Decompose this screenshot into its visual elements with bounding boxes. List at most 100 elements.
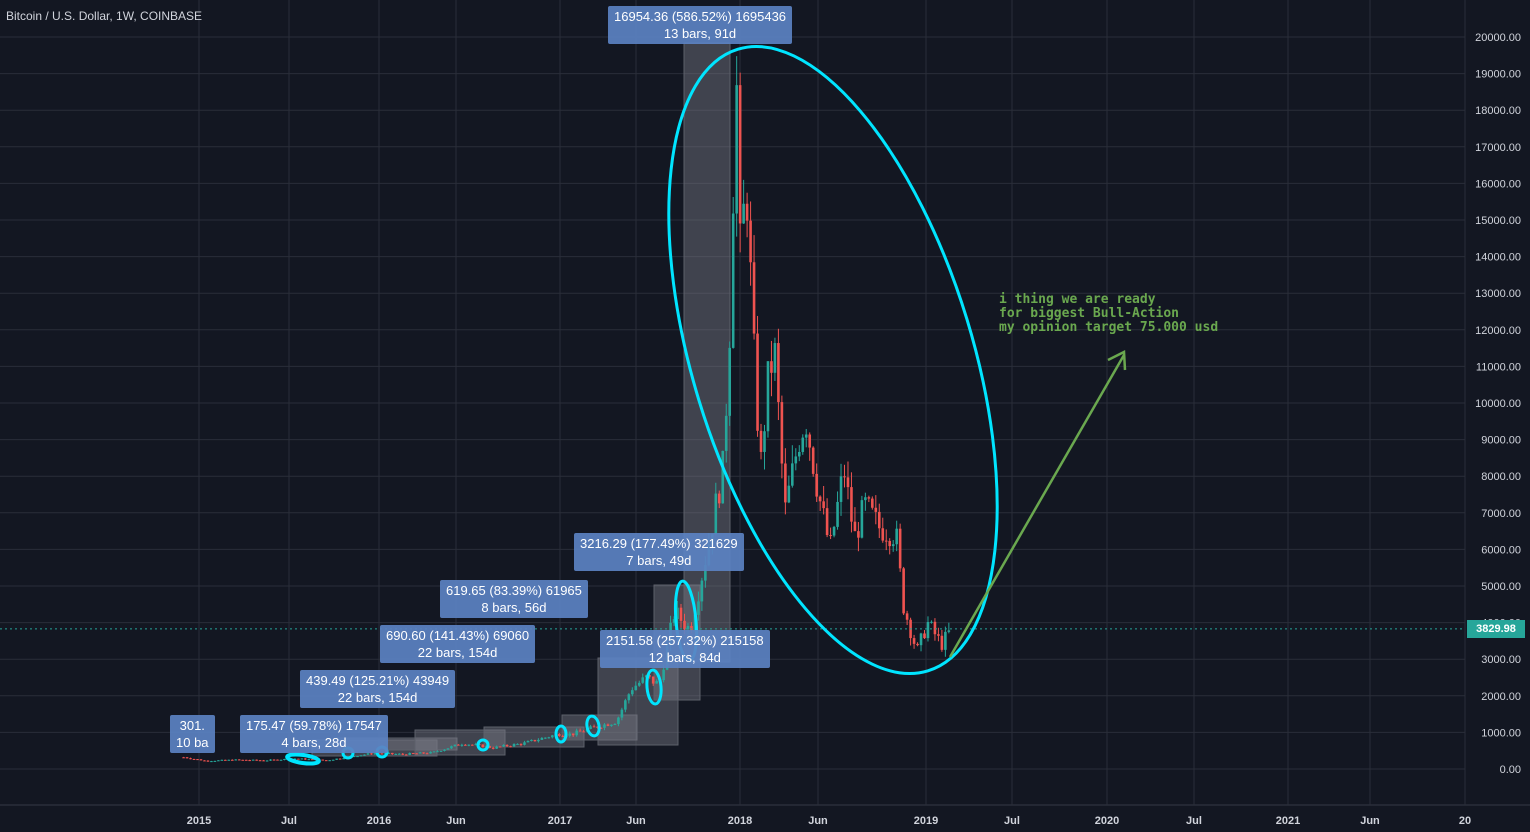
candle-body xyxy=(738,85,742,224)
candle-body xyxy=(700,580,704,602)
candle-body xyxy=(460,744,464,746)
measurement-text: 22 bars, 154d xyxy=(417,645,498,660)
candle-body xyxy=(801,437,805,452)
annotation-text[interactable]: i thing we are ready for biggest Bull-Ac… xyxy=(999,293,1218,335)
candle-body xyxy=(540,738,544,740)
candle-body xyxy=(526,741,530,743)
x-tick-label: 2020 xyxy=(1095,815,1119,827)
candle-body xyxy=(944,631,947,650)
y-tick-label: 16000.00 xyxy=(1475,178,1521,190)
candle-body xyxy=(881,528,885,541)
measurement-label[interactable]: 619.65 (83.39%) 61965 8 bars, 56d xyxy=(440,580,588,618)
x-tick-label: 2017 xyxy=(548,815,572,827)
candle-body xyxy=(763,431,766,452)
x-tick-label: Jul xyxy=(1004,815,1020,827)
candle-body xyxy=(930,621,933,623)
candle-body xyxy=(557,734,561,736)
candle-body xyxy=(203,760,206,762)
measurement-text: 690.60 (141.43%) 69060 xyxy=(386,628,530,643)
x-tick-label: Jul xyxy=(1186,815,1202,827)
candle-body xyxy=(230,759,234,761)
x-tick-label: Jun xyxy=(626,815,646,827)
candle-body xyxy=(589,726,592,729)
measurement-label[interactable]: 175.47 (59.78%) 17547 4 bars, 28d xyxy=(240,715,388,753)
measurement-label[interactable]: 2151.58 (257.32%) 215158 12 bars, 84d xyxy=(600,630,770,668)
candle-body xyxy=(366,753,370,755)
candle-body xyxy=(745,203,749,221)
measurement-label[interactable]: 690.60 (141.43%) 69060 22 bars, 154d xyxy=(380,625,536,663)
y-tick-label: 19000.00 xyxy=(1475,69,1521,81)
candle-body xyxy=(474,744,478,746)
candle-body xyxy=(199,759,203,761)
candle-body xyxy=(895,528,898,545)
candle-body xyxy=(679,607,683,621)
candle-body xyxy=(446,748,450,750)
candle-body xyxy=(324,760,328,762)
measurement-label[interactable]: 439.49 (125.21%) 43949 22 bars, 154d xyxy=(300,670,456,708)
candle-body xyxy=(634,685,638,691)
candle-body xyxy=(773,343,777,373)
candle-body xyxy=(356,756,359,758)
candle-body xyxy=(905,613,909,620)
candle-body xyxy=(425,753,429,755)
candle-body xyxy=(544,737,547,739)
candle-body xyxy=(655,681,658,684)
candle-body xyxy=(867,497,871,499)
candle-body xyxy=(439,750,443,752)
candle-body xyxy=(791,463,794,486)
candle-body xyxy=(749,220,752,263)
candle-body xyxy=(648,675,652,677)
candle-body xyxy=(436,751,439,753)
candle-body xyxy=(537,739,540,742)
x-tick-label: 2021 xyxy=(1276,815,1300,827)
candle-body xyxy=(342,758,345,760)
measurement-label[interactable]: 3216.29 (177.49%) 321629 7 bars, 49d xyxy=(574,533,744,571)
candle-body xyxy=(717,493,721,504)
measure-range xyxy=(414,729,506,756)
candle-body xyxy=(387,752,391,754)
candle-body xyxy=(300,758,304,760)
highlight-ellipse xyxy=(554,724,568,744)
candle-body xyxy=(352,756,356,758)
candle-body xyxy=(815,473,818,497)
measurement-label[interactable]: 301. 10 ba xyxy=(170,715,215,753)
candle-body xyxy=(394,753,398,755)
candle-body xyxy=(307,759,311,761)
candle-body xyxy=(794,456,798,464)
candle-body xyxy=(533,739,537,742)
candle-body xyxy=(568,733,572,736)
candle-body xyxy=(331,759,335,761)
candle-body xyxy=(505,745,509,747)
y-tick-label: 1000.00 xyxy=(1481,727,1521,739)
candle-body xyxy=(770,361,773,373)
candle-body xyxy=(255,759,258,761)
symbol-title: Bitcoin / U.S. Dollar, 1W, COINBASE xyxy=(6,9,203,23)
candle-body xyxy=(217,760,220,762)
last-price-tag: 3829.98 xyxy=(1467,620,1525,638)
candle-body xyxy=(422,752,425,754)
candle-body xyxy=(672,619,676,623)
candle-body xyxy=(686,626,690,630)
measurement-text: 10 ba xyxy=(176,735,209,750)
candle-body xyxy=(853,521,857,532)
candle-body xyxy=(697,601,700,615)
candle-body xyxy=(547,737,551,739)
candle-body xyxy=(404,754,408,756)
y-tick-label: 10000.00 xyxy=(1475,398,1521,410)
candle-body xyxy=(850,487,853,522)
y-tick-label: 14000.00 xyxy=(1475,252,1521,264)
candle-body xyxy=(310,759,314,761)
candle-body xyxy=(210,761,213,763)
candle-body xyxy=(822,501,825,509)
measurement-text: 13 bars, 91d xyxy=(663,26,737,41)
candle-body xyxy=(811,447,815,474)
candle-body xyxy=(884,540,888,542)
candle-body xyxy=(304,758,307,760)
measurement-label[interactable]: 16954.36 (586.52%) 1695436 13 bars, 91d xyxy=(608,6,793,44)
candle-body xyxy=(637,682,641,686)
candle-body xyxy=(912,638,916,644)
candle-body xyxy=(432,751,436,753)
highlight-ellipse xyxy=(645,668,663,706)
candle-body xyxy=(780,402,784,464)
